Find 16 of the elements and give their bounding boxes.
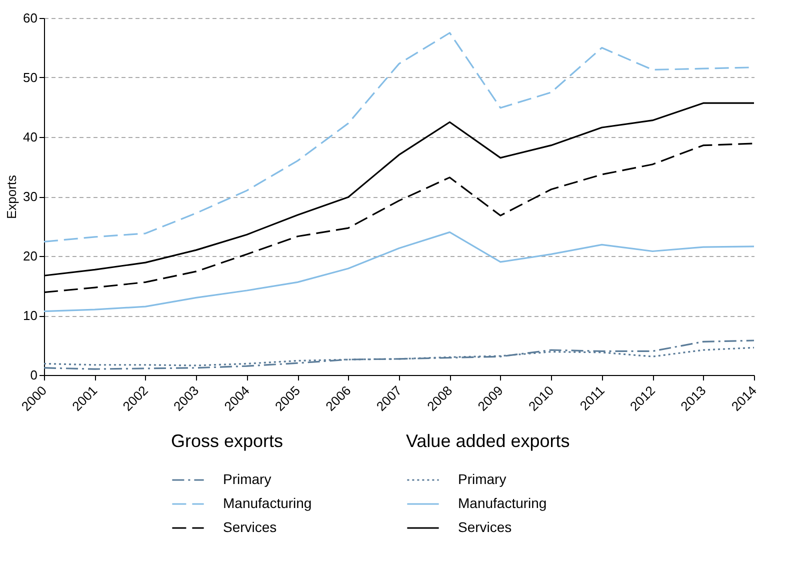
- text: Value added exports: [406, 431, 570, 451]
- y-axis-title: Exports: [4, 174, 20, 220]
- y-tick-label: 40: [23, 130, 38, 144]
- legend-label: Manufacturing: [458, 495, 547, 511]
- legend-label: Services: [458, 519, 512, 535]
- y-tick-label: 0: [30, 368, 38, 382]
- y-tick-label: 20: [23, 248, 38, 264]
- legend-label: Primary: [223, 471, 272, 487]
- y-tick-label: 10: [23, 308, 38, 323]
- legend-label: Primary: [458, 471, 506, 487]
- legend-label: Manufacturing: [223, 495, 312, 511]
- y-tick-label: 60: [23, 10, 38, 26]
- y-tick-label: 30: [23, 189, 38, 204]
- legend-label: Services: [223, 519, 277, 535]
- y-tick-label: 50: [23, 70, 38, 85]
- text: Gross exports: [171, 431, 284, 451]
